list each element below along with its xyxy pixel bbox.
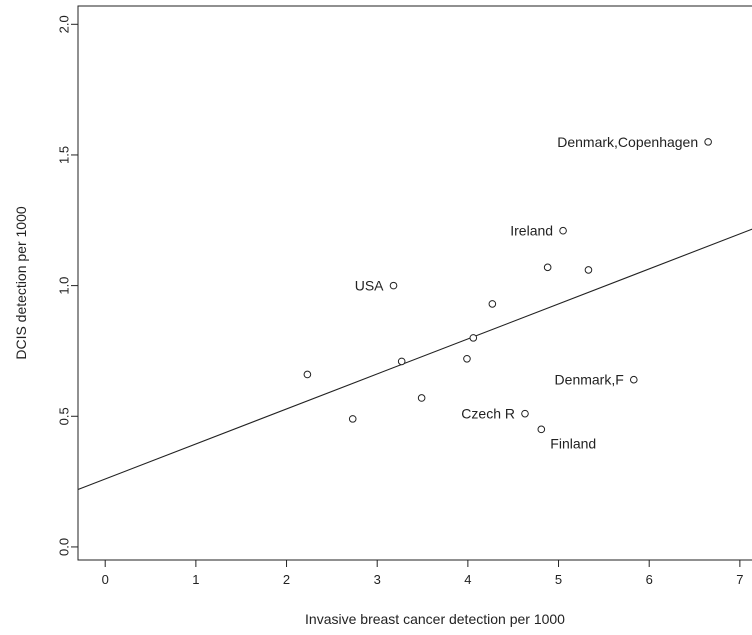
x-axis-title: Invasive breast cancer detection per 100… [305, 611, 565, 627]
point-label: Czech R [461, 406, 515, 422]
regression-line [77, 228, 752, 491]
data-point [559, 226, 567, 235]
x-tick-label: 4 [464, 572, 471, 587]
data-point [389, 281, 398, 290]
point-label: Ireland [510, 223, 553, 239]
data-point [469, 334, 478, 342]
point-label: Finland [550, 435, 596, 451]
y-tick-label: 1.0 [56, 277, 71, 295]
data-point [521, 409, 529, 418]
plot-area: Denmark,Copenhagen Ireland USA Denmark,F Cze… [77, 134, 752, 491]
data-point [397, 357, 406, 366]
y-tick-label: 0.5 [56, 407, 71, 425]
data-point [417, 394, 426, 402]
data-point [629, 375, 638, 384]
data-point [303, 370, 312, 379]
x-tick-label: 1 [192, 572, 199, 587]
y-tick-label: 2.0 [56, 15, 71, 33]
x-tick-label: 7 [736, 572, 743, 587]
data-point [704, 138, 712, 146]
x-tick-label: 0 [102, 572, 109, 587]
y-axis: 0.0 0.5 1.0 1.5 2.0 [56, 15, 78, 556]
data-point [584, 266, 593, 274]
y-tick-label: 1.5 [56, 146, 71, 164]
data-point [488, 300, 497, 308]
x-tick-label: 2 [283, 572, 290, 587]
data-point [348, 415, 357, 423]
point-label: Denmark,F [555, 372, 624, 388]
x-tick-label: 6 [646, 572, 653, 587]
x-tick-label: 3 [374, 572, 381, 587]
point-label: USA [355, 278, 384, 294]
y-tick-label: 0.0 [56, 538, 71, 556]
data-point [537, 425, 546, 434]
data-point [543, 263, 552, 272]
plot-frame [77, 5, 752, 561]
y-axis-title: DCIS detection per 1000 [13, 206, 29, 360]
point-label: Denmark,Copenhagen [557, 134, 698, 150]
data-point [463, 354, 471, 363]
x-axis: 0 1 2 3 4 5 6 7 [102, 560, 743, 587]
x-tick-label: 5 [555, 572, 562, 587]
